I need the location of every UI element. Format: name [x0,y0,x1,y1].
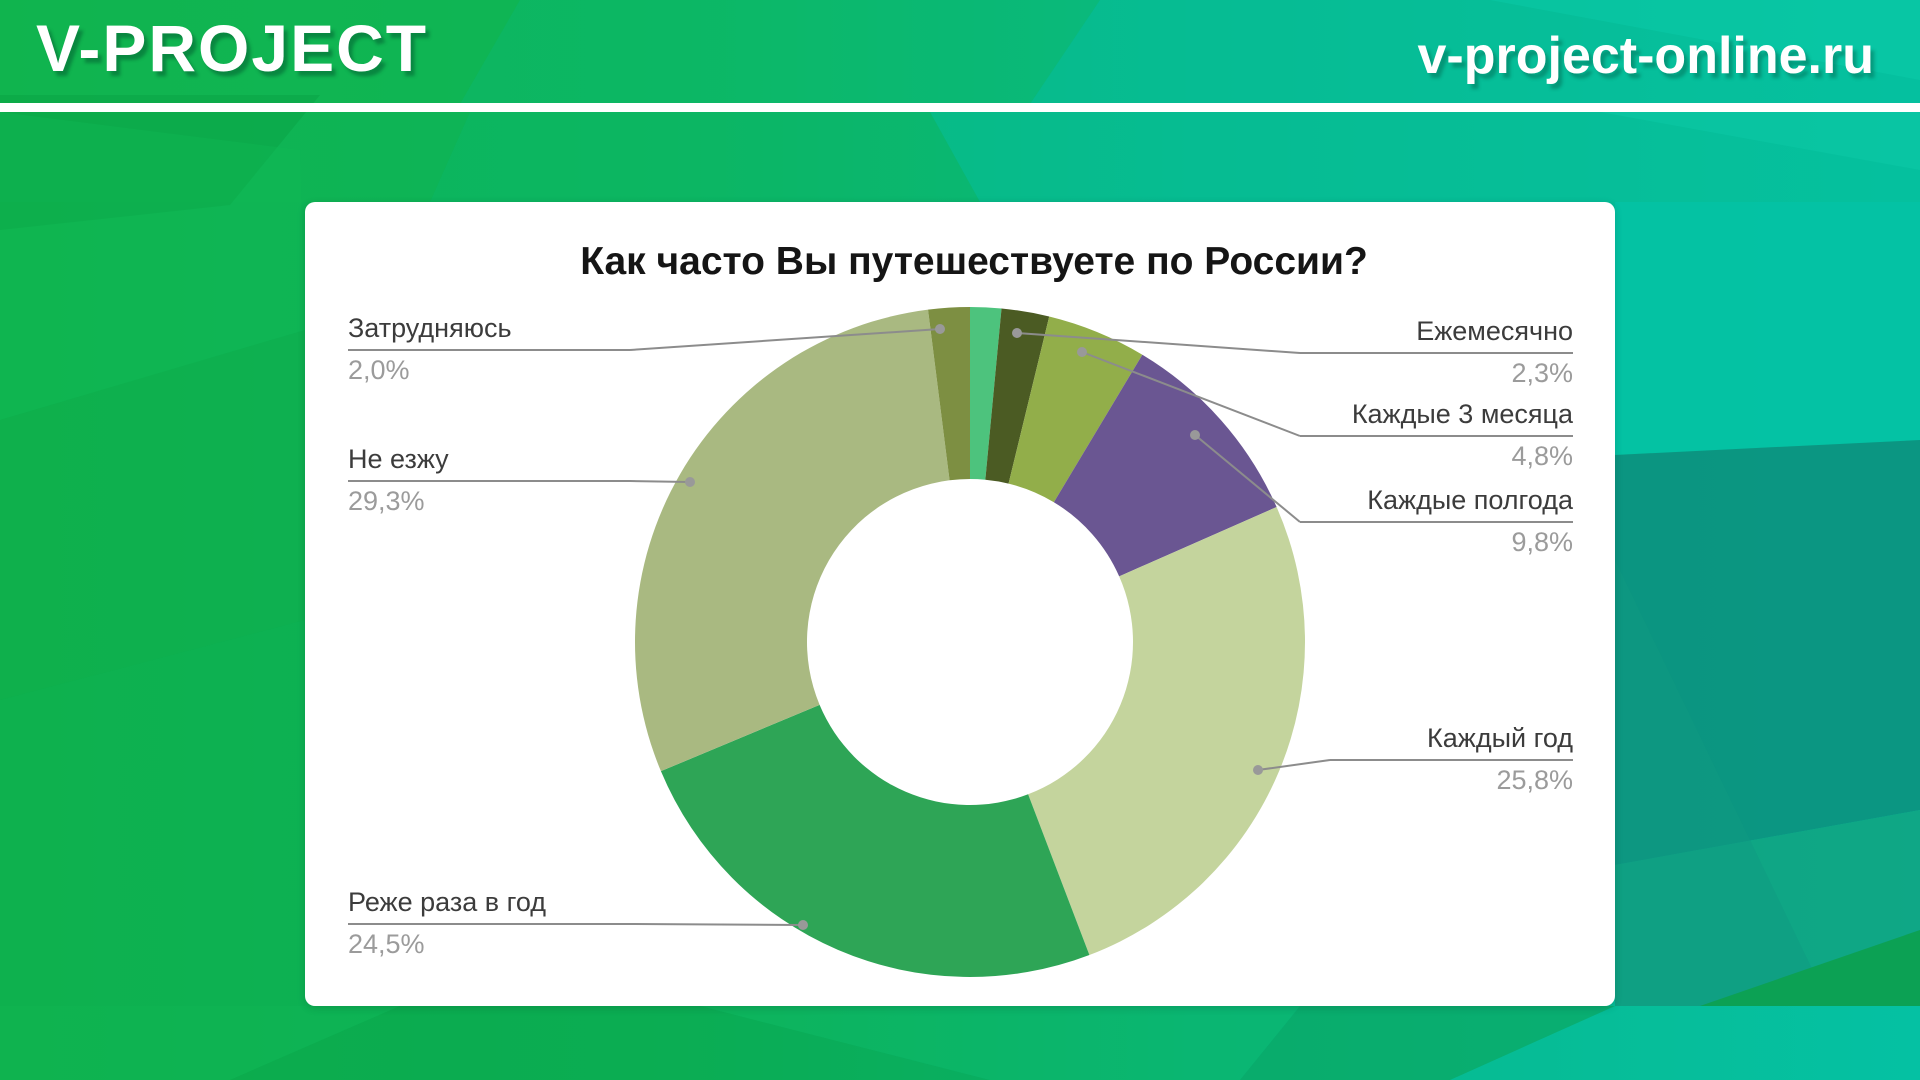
leader-line-every-half-year [1194,434,1301,523]
callout-less-than-yearly: Реже раза в год 24,5% [348,886,630,959]
slice-label: Не езжу [348,443,630,482]
chart-title: Как часто Вы путешествуете по России? [580,240,1368,283]
brand-logo: V-PROJECT [36,11,429,85]
dot-every-year [1253,765,1263,775]
leader-line-less-than-yearly [629,923,804,926]
pie-slice-7 [928,307,970,481]
slice-value: 25,8% [1496,765,1573,795]
leader-line-never [629,480,691,483]
callout-never: Не езжу 29,3% [348,443,630,516]
slice-value: 2,3% [1511,358,1573,388]
callout-every-3-months: Каждые 3 месяца 4,8% [1300,398,1573,471]
pie-slice-4 [1028,507,1306,956]
dot-never [685,477,695,487]
slice-value: 29,3% [348,486,425,516]
leader-line-every-year [1257,759,1331,771]
pie-slice-3 [1053,354,1277,577]
header-divider-line [0,103,1920,112]
slice-value: 2,0% [348,355,410,385]
leader-line-monthly [1016,332,1301,354]
pie-slice-5 [660,704,1090,977]
slice-value: 24,5% [348,929,425,959]
callout-dots [685,324,1263,930]
slice-label: Каждые полгода [1300,484,1573,523]
leader-line-undecided [629,328,941,351]
pie-slice-1 [985,308,1050,484]
donut-slices [635,307,1306,977]
pie-slice-0 [970,307,1002,480]
callout-monthly: Ежемесячно 2,3% [1300,315,1573,388]
callout-every-year: Каждый год 25,8% [1330,722,1573,795]
slice-value: 4,8% [1511,441,1573,471]
pie-slice-6 [635,309,950,772]
dot-every-half-year [1190,430,1200,440]
slice-value: 9,8% [1511,527,1573,557]
slice-label: Ежемесячно [1300,315,1573,354]
callout-undecided: Затрудняюсь 2,0% [348,312,630,385]
slice-label: Каждый год [1330,722,1573,761]
slice-label: Каждые 3 месяца [1300,398,1573,437]
leader-line-every-3-months [1081,351,1301,437]
dot-monthly [1012,328,1022,338]
callout-every-half-year: Каждые полгода 9,8% [1300,484,1573,557]
slice-label: Затрудняюсь [348,312,630,351]
callout-leaders [629,328,1331,926]
dot-undecided [935,324,945,334]
dot-every-3-months [1077,347,1087,357]
site-url: v-project-online.ru [1417,27,1874,85]
dot-less-than-yearly [798,920,808,930]
slice-label: Реже раза в год [348,886,630,925]
